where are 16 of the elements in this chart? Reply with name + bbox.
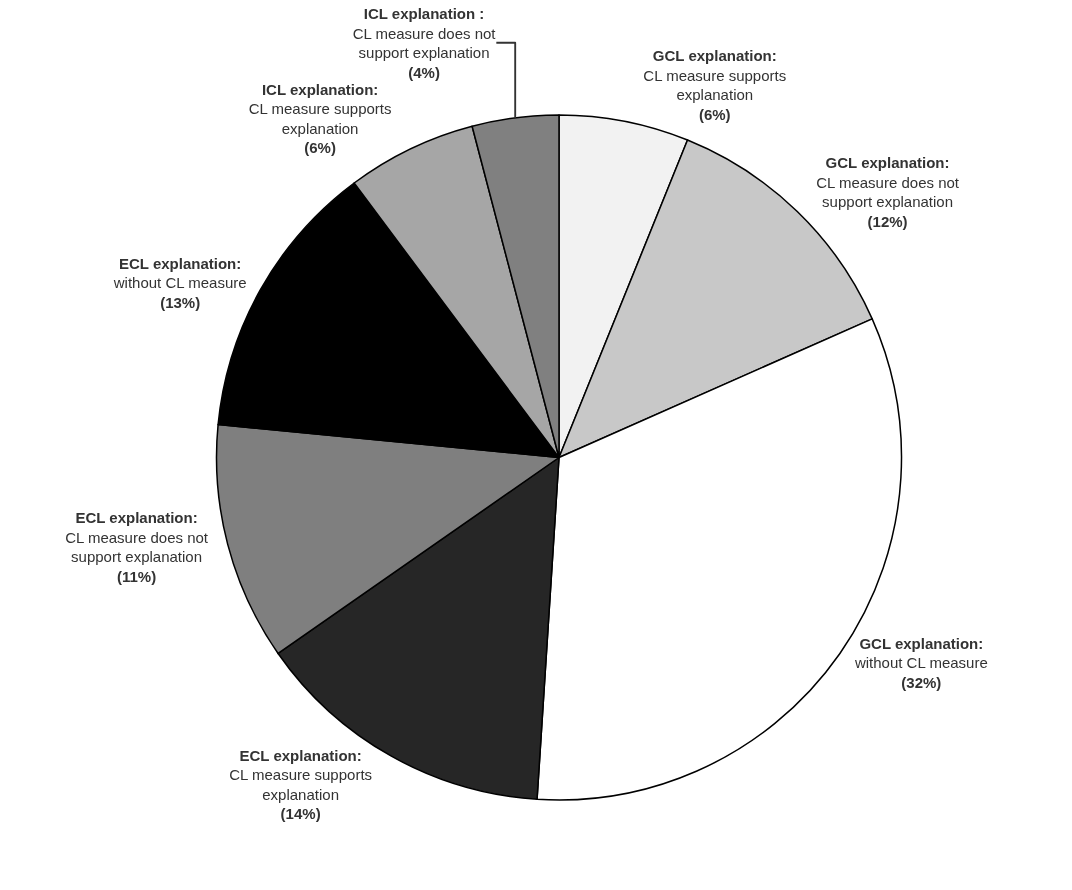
data-label: (4%): [408, 63, 440, 81]
data-label: (14%): [280, 805, 321, 823]
slice-label: ECL explanation: CL measure supports explanation: [229, 746, 373, 803]
slice-label: ECL explanation: without CL measure: [112, 254, 247, 292]
data-label: (6%): [304, 139, 336, 157]
slice-label: ECL explanation: CL measure does not support explanation: [65, 509, 209, 566]
slice-label: ICL explanation: CL measure supports explanation: [248, 80, 392, 137]
slice-label: GCL explanation: CL measure supports explanation: [643, 47, 787, 104]
data-label: (11%): [116, 567, 157, 585]
data-label: (6%): [698, 105, 731, 123]
slice-label: GCL explanation: without CL measure: [853, 634, 988, 672]
data-label: (13%): [160, 293, 201, 311]
data-label: (12%): [867, 212, 908, 230]
data-label: (32%): [901, 673, 942, 691]
slice-label: ICL explanation : CL measure does not support explanation: [352, 5, 497, 62]
slice-label: GCL explanation: CL measure does not support explanation: [816, 154, 960, 211]
